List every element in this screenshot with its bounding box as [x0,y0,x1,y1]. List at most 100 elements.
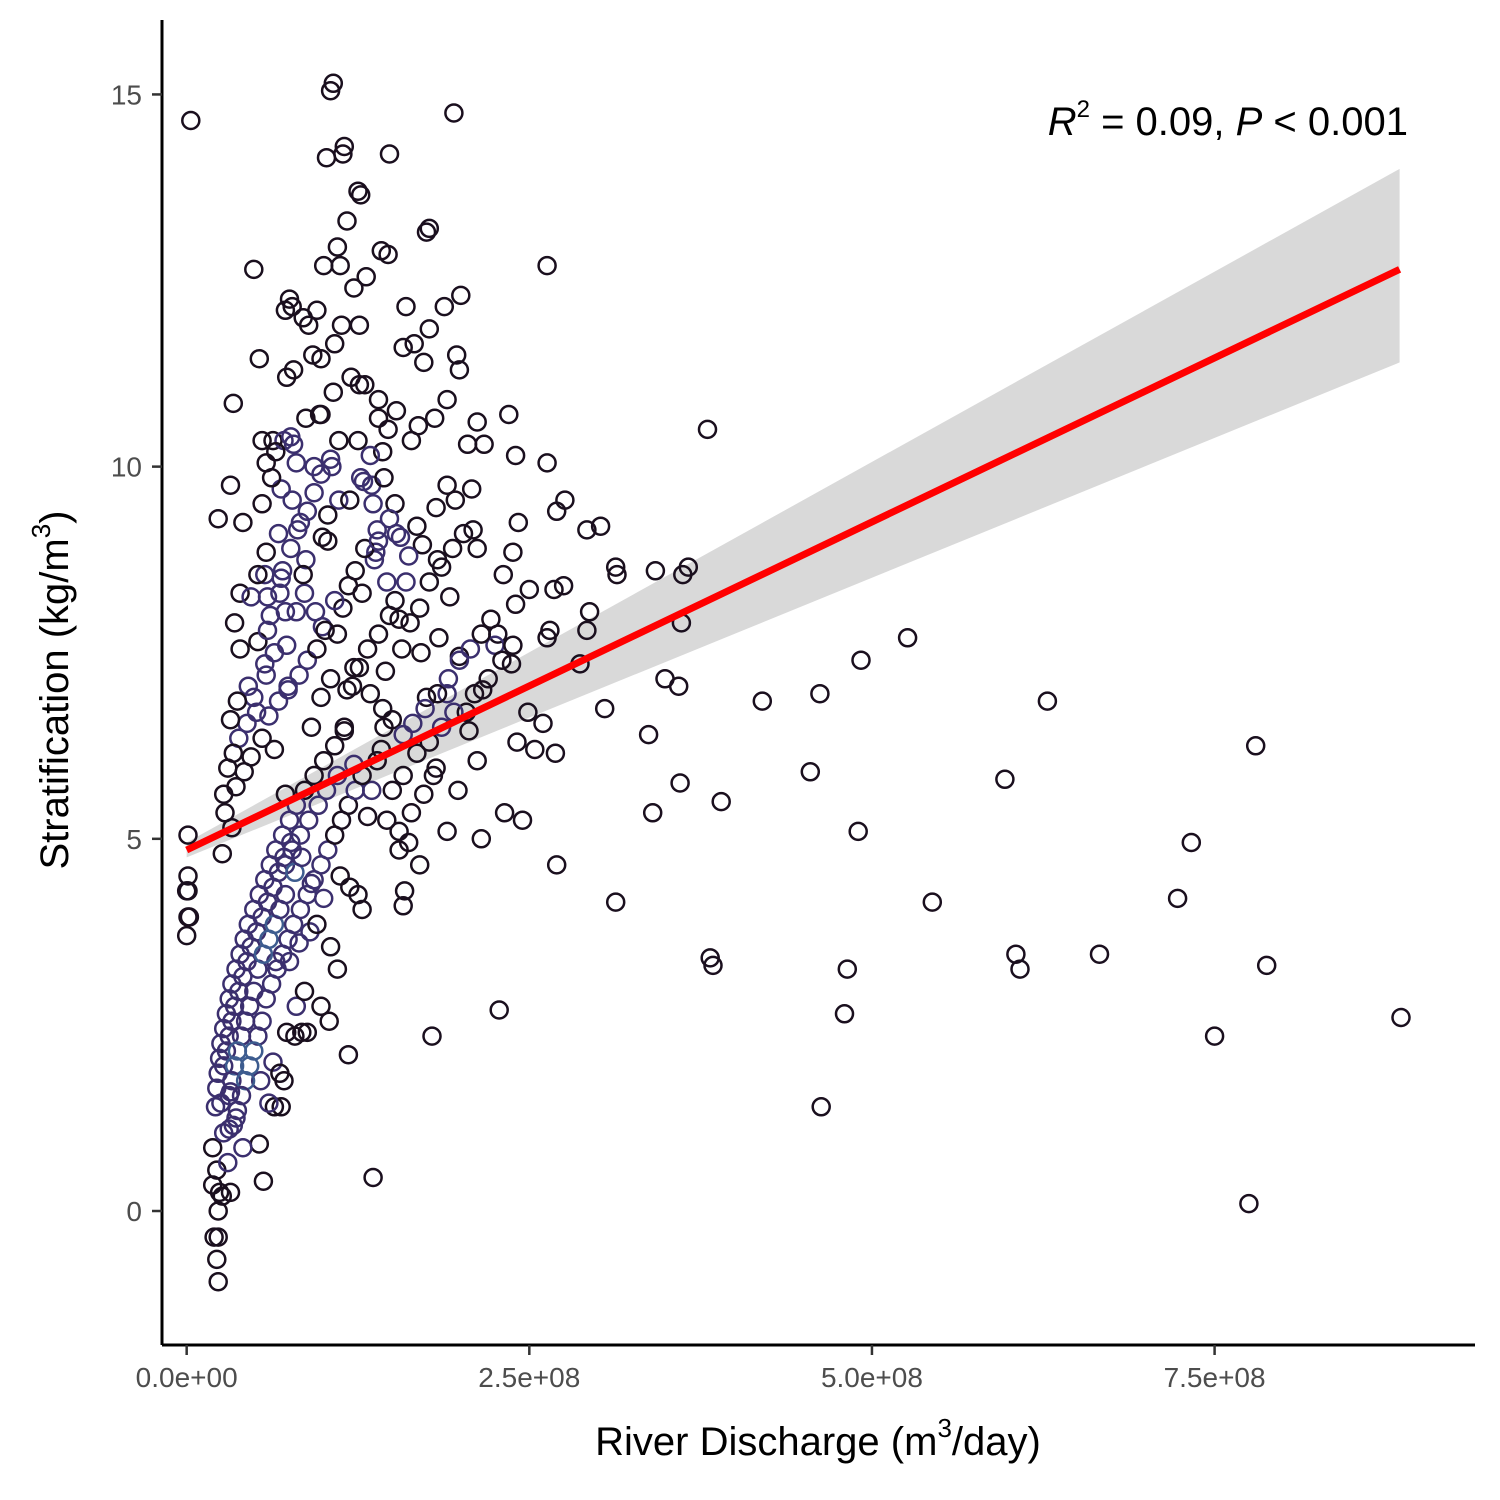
data-point [501,654,522,674]
data-point [471,624,492,644]
data-point [577,520,597,540]
data-point [382,780,403,801]
data-point [1391,1007,1411,1028]
stats-annotation: R2 = 0.09, P < 0.001 [1048,96,1408,144]
data-point [537,628,557,648]
data-point [309,404,330,425]
data-point [327,237,348,257]
data-point [286,996,307,1017]
data-point [422,1026,442,1046]
data-point [459,721,479,741]
data-point [451,285,471,306]
data-point [478,669,498,689]
data-point [256,665,276,685]
data-point [366,542,386,562]
data-point [209,1182,230,1203]
data-point [252,494,272,514]
data-point [703,955,723,976]
data-point [270,583,290,603]
data-point [670,773,690,793]
data-point [311,464,331,484]
confidence-band-layer [186,168,1400,858]
data-point [297,1022,318,1043]
data-point [292,847,312,868]
data-point [409,598,430,618]
x-tick-label: 7.5e+08 [1164,1362,1266,1393]
data-point [374,468,394,488]
data-point [311,687,331,708]
data-point [230,639,250,659]
data-point [233,1137,253,1158]
data-point [179,907,200,927]
data-point [272,561,293,581]
data-point [503,542,523,562]
data-point [208,1227,228,1247]
data-point [499,404,519,425]
data-point [407,516,427,536]
data-point [212,843,233,864]
data-point [378,419,398,440]
data-point [293,564,313,585]
data-point [401,803,422,823]
data-point [213,784,234,804]
data-point [467,750,487,771]
data-point [271,1097,291,1117]
data-point [372,698,393,719]
data-point [834,1004,855,1024]
data-point [394,881,415,901]
data-point [493,564,514,585]
data-point [386,401,407,421]
data-point [337,211,357,231]
data-point [811,1097,831,1117]
data-point [233,512,253,533]
data-point [525,739,545,760]
data-point [424,408,445,428]
data-point [512,810,533,830]
data-point [296,408,316,428]
data-point [219,1085,239,1106]
data-point [268,691,289,711]
data-point [223,1115,244,1136]
data-point [437,683,457,704]
data-point [396,572,416,592]
data-point [286,602,307,622]
data-point [312,527,333,548]
x-tick-label: 0.0e+00 [136,1362,238,1393]
data-point [278,676,298,696]
confidence-band [186,168,1400,858]
data-point [342,676,363,696]
data-point [467,412,487,432]
data-point [492,650,512,670]
data-point [360,683,381,704]
data-point [296,549,316,570]
data-point [260,605,281,626]
data-point [368,624,389,644]
data-point [281,427,301,447]
data-point [401,430,422,451]
data-point [226,776,246,797]
data-point [390,527,411,548]
data-point [711,791,731,812]
data-point [409,855,430,875]
axes-layer: 0.0e+00 2.5e+08 5.0e+08 7.5e+08 0 5 10 15 [111,20,1475,1393]
data-point [460,639,481,659]
data-point [261,468,282,488]
data-point [330,866,350,886]
data-point [324,334,345,354]
data-point [537,453,557,473]
x-tick-label: 2.5e+08 [478,1362,580,1393]
data-point [264,642,285,663]
data-point [423,765,444,786]
data-point [416,222,437,242]
data-point [289,665,309,685]
data-point [216,1041,237,1061]
data-point [320,669,341,689]
data-point [429,628,449,648]
data-point [305,602,326,622]
data-point [270,1063,290,1084]
data-point [375,661,396,682]
data-point [372,441,393,462]
data-point [396,296,416,317]
data-point [419,218,440,239]
data-point [230,583,250,603]
